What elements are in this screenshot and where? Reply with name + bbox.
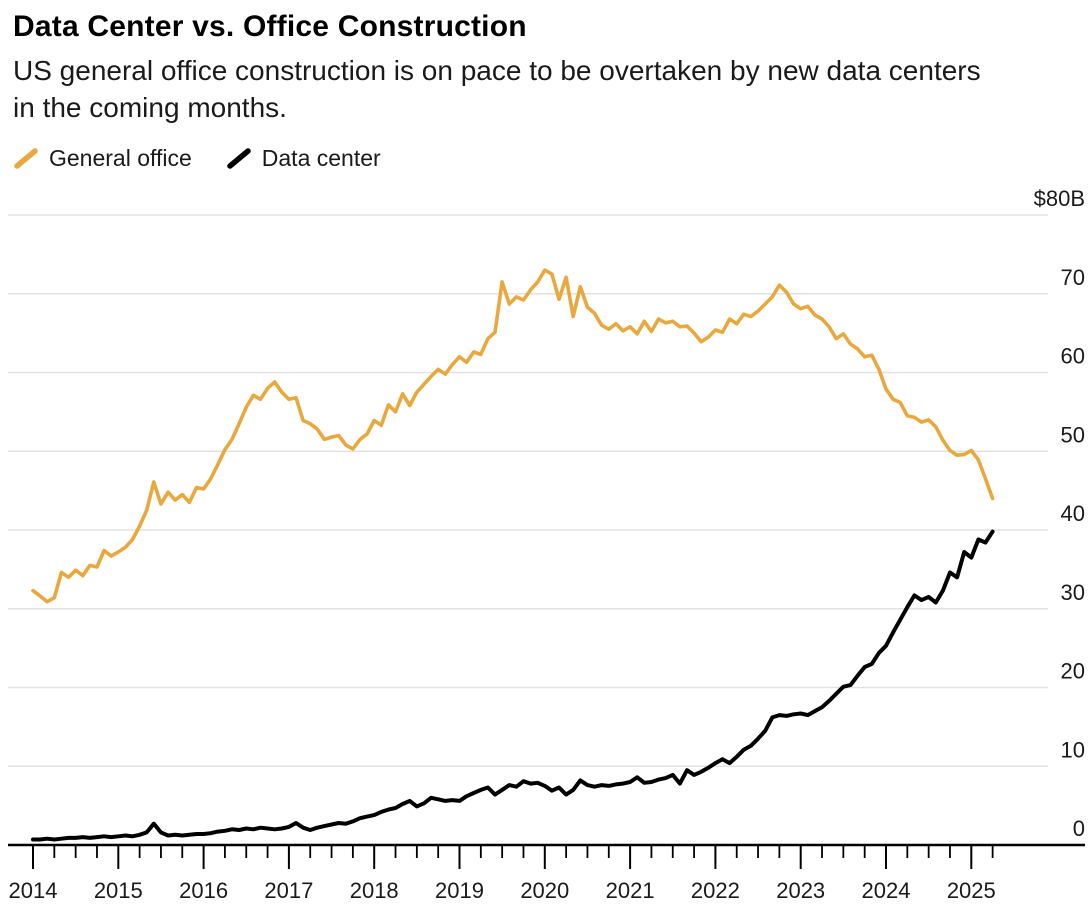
legend-label: Data center [261,144,381,171]
y-axis-label: 20 [1061,659,1085,684]
legend-label: General office [49,144,192,171]
series-line-data-center [31,529,995,842]
x-axis-label: 2016 [179,878,228,903]
x-axis-label: 2014 [9,878,58,903]
line-swatch-icon [14,148,38,170]
x-axis-label: 2015 [94,878,143,903]
x-axis-label: 2024 [862,878,911,903]
legend-item-general-office: General office [13,145,192,172]
series-line-general-office [31,268,995,604]
y-axis-label: 50 [1061,422,1085,447]
x-axis-label: 2022 [691,878,740,903]
x-axis-label: 2018 [350,878,399,903]
y-axis-label: 70 [1061,265,1085,290]
x-axis-label: 2017 [264,878,313,903]
y-axis-label: 30 [1061,580,1085,605]
y-axis-label: 10 [1061,737,1085,762]
chart-header: Data Center vs. Office Construction US g… [13,10,1053,172]
chart-subtitle: US general office construction is on pac… [13,55,981,123]
legend-swatch-line-0 [14,148,38,170]
y-axis-label: 60 [1061,344,1085,369]
x-axis-label: 2021 [606,878,655,903]
line-swatch-icon [227,148,251,170]
legend: General office Data center [13,145,1053,172]
y-axis-label: 40 [1061,501,1085,526]
legend-item-data-center: Data center [226,145,381,172]
x-axis-label: 2019 [435,878,484,903]
legend-swatch-line-1 [227,148,251,170]
chart-title: Data Center vs. Office Construction [13,10,527,43]
y-axis-label: $80B [1034,186,1085,211]
x-axis-label: 2023 [776,878,825,903]
x-axis-label: 2025 [947,878,996,903]
x-axis-label: 2020 [520,878,569,903]
y-axis-label: 0 [1073,816,1085,841]
